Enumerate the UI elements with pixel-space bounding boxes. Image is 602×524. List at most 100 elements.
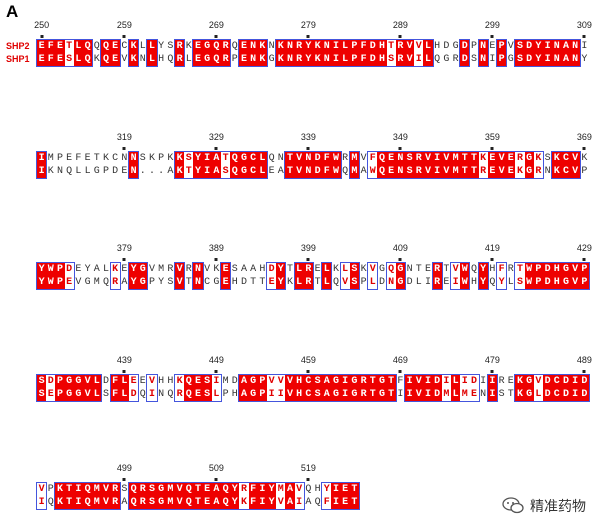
residue: Y (193, 165, 203, 178)
position-label: 499 (116, 463, 132, 473)
residue: D (579, 388, 589, 401)
residue: W (46, 276, 56, 289)
position-label: 459 (300, 355, 316, 365)
residue: Y (158, 41, 165, 52)
residue: R (110, 483, 120, 496)
residue: L (147, 40, 157, 53)
residue: Q (184, 483, 194, 496)
residue: K (480, 153, 487, 164)
residue: K (55, 483, 65, 496)
residue: S (313, 388, 323, 401)
residue: R (480, 166, 487, 177)
residue: F (323, 497, 330, 508)
residue: S (167, 41, 174, 52)
residue: M (443, 389, 450, 400)
residue: I (331, 483, 341, 496)
residue: G (138, 276, 148, 289)
residue: P (55, 375, 65, 388)
position-marker (490, 258, 494, 261)
residue: P (55, 276, 65, 289)
residue: D (443, 41, 450, 52)
residue: E (193, 388, 203, 401)
residue: T (368, 388, 378, 401)
residue: C (552, 375, 562, 388)
residue: C (204, 277, 211, 288)
residue: N (478, 53, 488, 66)
residue: E (314, 264, 321, 275)
residue: Q (377, 152, 387, 165)
residue: I (581, 41, 588, 52)
residue: P (102, 166, 109, 177)
position-label: 509 (208, 463, 224, 473)
residue: L (84, 166, 91, 177)
residue: K (167, 153, 174, 164)
residue: L (415, 277, 422, 288)
position-marker (214, 478, 218, 481)
residue: G (138, 263, 148, 276)
residue: M (461, 389, 468, 400)
residue: N (570, 40, 580, 53)
residue: K (313, 40, 323, 53)
residue: I (340, 388, 350, 401)
residue: I (340, 375, 350, 388)
residue: D (432, 375, 442, 388)
residue: I (543, 40, 553, 53)
position-label: 279 (300, 20, 316, 30)
watermark-text: 精准药物 (530, 499, 586, 515)
residue: T (66, 41, 73, 52)
residue: I (213, 376, 220, 387)
residue: G (524, 375, 534, 388)
residue: S (222, 166, 229, 177)
residue: Y (193, 152, 203, 165)
residue: D (368, 40, 378, 53)
residue: E (66, 277, 73, 288)
residue: Q (167, 389, 174, 400)
residue: L (322, 276, 332, 289)
residue: I (38, 497, 45, 508)
residue: L (119, 388, 129, 401)
residue: E (424, 264, 431, 275)
position-marker (582, 147, 586, 150)
position-label: 479 (484, 355, 500, 365)
residue: G (349, 388, 359, 401)
residue: V (369, 264, 376, 275)
residue: C (248, 165, 258, 178)
residue: E (268, 166, 275, 177)
residue: G (73, 375, 83, 388)
residue: V (414, 388, 424, 401)
position-label: 419 (484, 243, 500, 253)
residue: A (322, 388, 332, 401)
residue: P (56, 153, 63, 164)
residue: L (73, 40, 83, 53)
position-label: 269 (208, 20, 224, 30)
residue: I (432, 165, 442, 178)
residue: E (37, 40, 47, 53)
residue: V (570, 165, 580, 178)
residue: R (221, 40, 231, 53)
residue: N (570, 53, 580, 66)
residue: T (250, 277, 257, 288)
residue: K (552, 165, 562, 178)
residue: R (112, 277, 119, 288)
residue: G (93, 166, 100, 177)
residue: I (37, 152, 47, 165)
residue: Y (478, 263, 488, 276)
residue: D (112, 166, 119, 177)
residue: T (368, 375, 378, 388)
residue: I (487, 375, 497, 388)
residue: T (185, 277, 192, 288)
residue: R (452, 54, 459, 65)
residue: L (423, 40, 433, 53)
residue: N (285, 53, 295, 66)
residue: V (294, 165, 304, 178)
residue: P (55, 388, 65, 401)
residue: N (139, 54, 146, 65)
residue: A (561, 40, 571, 53)
residue: T (193, 496, 203, 509)
residue: W (524, 276, 534, 289)
residue: R (359, 375, 369, 388)
residue: P (47, 484, 54, 495)
residue: Q (221, 483, 231, 496)
residue: N (395, 152, 405, 165)
